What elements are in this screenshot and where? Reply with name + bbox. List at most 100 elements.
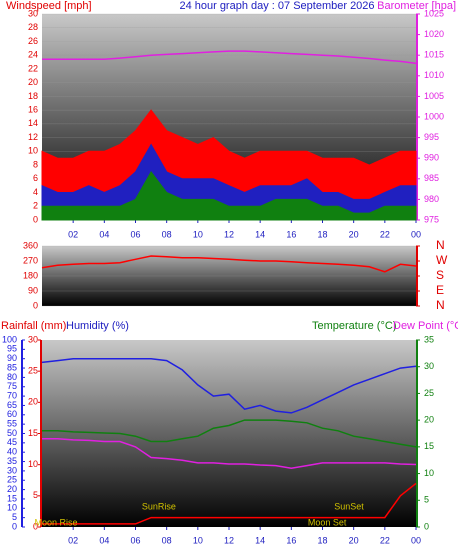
y-tick-label: 50 bbox=[7, 428, 17, 438]
y-tick-label: 80 bbox=[7, 372, 17, 382]
y2-tick-label: 0 bbox=[424, 521, 429, 531]
x-tick-label: 00 bbox=[411, 229, 421, 239]
y-tick-label: 65 bbox=[7, 400, 17, 410]
y-tick-label: 20 bbox=[28, 77, 38, 87]
y-tick-label: 55 bbox=[7, 419, 17, 429]
chart-title: 24 hour graph day : 07 September 2026 bbox=[179, 0, 374, 12]
series-line bbox=[42, 50, 417, 65]
y2-tick-label: 995 bbox=[424, 132, 439, 142]
series-line bbox=[41, 255, 417, 273]
y-tick-label: 270 bbox=[23, 255, 38, 265]
x-tick-label: 14 bbox=[255, 229, 265, 239]
y-tick-label: 45 bbox=[7, 437, 17, 447]
y-tick-label: 90 bbox=[7, 353, 17, 363]
y-tick-label: 10 bbox=[28, 146, 38, 156]
x-tick-label: 10 bbox=[193, 535, 203, 545]
y-tick-label: 22 bbox=[28, 63, 38, 73]
y2-tick-label: 1015 bbox=[424, 50, 444, 60]
y-tick-label: 12 bbox=[28, 132, 38, 142]
y2-tick-label: 985 bbox=[424, 173, 439, 183]
y-tick-label: 6 bbox=[33, 173, 38, 183]
y2-tick-label: 20 bbox=[424, 415, 434, 425]
annotation: SunRise bbox=[142, 501, 176, 511]
y2-tick-label: 15 bbox=[424, 441, 434, 451]
temp-axis-title: Temperature (°C) bbox=[312, 320, 396, 332]
y2-tick-label: N bbox=[436, 298, 445, 312]
wind-area bbox=[41, 170, 417, 221]
y3-tick-label: 0 bbox=[33, 521, 38, 531]
rain-axis-title: Rainfall (mm) bbox=[1, 320, 66, 332]
y-tick-label: 10 bbox=[7, 503, 17, 513]
y2-tick-label: S bbox=[436, 268, 444, 282]
y2-tick-label: 30 bbox=[424, 361, 434, 371]
y3-tick-label: 30 bbox=[28, 334, 38, 344]
y3-tick-label: 20 bbox=[28, 397, 38, 407]
x-tick-label: 14 bbox=[255, 535, 265, 545]
y2-axis-title: Barometer [hpa] bbox=[377, 0, 456, 12]
y-tick-label: 8 bbox=[33, 159, 38, 169]
y2-tick-label: 980 bbox=[424, 194, 439, 204]
x-tick-label: 18 bbox=[317, 535, 327, 545]
temperature-line bbox=[42, 419, 417, 448]
x-tick-label: 02 bbox=[68, 229, 78, 239]
y-tick-label: 20 bbox=[7, 484, 17, 494]
y-tick-label: 360 bbox=[23, 240, 38, 250]
y2-tick-label: W bbox=[436, 253, 448, 267]
x-tick-label: 20 bbox=[349, 229, 359, 239]
y2-tick-label: 1000 bbox=[424, 111, 444, 121]
y-tick-label: 30 bbox=[28, 8, 38, 18]
x-tick-label: 20 bbox=[349, 535, 359, 545]
x-tick-label: 12 bbox=[224, 229, 234, 239]
y2-tick-label: 1020 bbox=[424, 29, 444, 39]
y-tick-label: 25 bbox=[7, 475, 17, 485]
y3-tick-label: 5 bbox=[33, 490, 38, 500]
x-tick-label: 10 bbox=[193, 229, 203, 239]
y-tick-label: 5 bbox=[12, 512, 17, 522]
y2-tick-label: 25 bbox=[424, 388, 434, 398]
x-tick-label: 18 bbox=[317, 229, 327, 239]
x-tick-label: 12 bbox=[224, 535, 234, 545]
y2-tick-label: 35 bbox=[424, 334, 434, 344]
x-tick-label: 02 bbox=[68, 535, 78, 545]
y-tick-label: 28 bbox=[28, 22, 38, 32]
y-tick-label: 35 bbox=[7, 456, 17, 466]
humidity-line bbox=[41, 357, 417, 414]
x-tick-label: 08 bbox=[162, 229, 172, 239]
y2-tick-label: 975 bbox=[424, 214, 439, 224]
y2-tick-label: 1025 bbox=[424, 8, 444, 18]
y-tick-label: 90 bbox=[28, 285, 38, 295]
x-tick-label: 06 bbox=[130, 229, 140, 239]
y-tick-label: 100 bbox=[2, 334, 17, 344]
y-tick-label: 18 bbox=[28, 91, 38, 101]
y-tick-label: 95 bbox=[7, 344, 17, 354]
y-tick-label: 85 bbox=[7, 362, 17, 372]
y2-tick-label: 10 bbox=[424, 468, 434, 478]
humidity-axis-title: Humidity (%) bbox=[66, 320, 129, 332]
annotation: Moon Rise bbox=[35, 517, 78, 527]
rainfall-line bbox=[42, 482, 417, 525]
y-tick-label: 24 bbox=[28, 50, 38, 60]
y-tick-label: 26 bbox=[28, 36, 38, 46]
y-tick-label: 75 bbox=[7, 381, 17, 391]
y-tick-label: 15 bbox=[7, 493, 17, 503]
x-tick-label: 22 bbox=[380, 229, 390, 239]
y-axis-title: Windspeed [mph] bbox=[6, 0, 92, 12]
y-tick-label: 60 bbox=[7, 409, 17, 419]
dew-axis-title: Dew Point (°C bbox=[393, 320, 458, 332]
x-tick-label: 04 bbox=[99, 535, 109, 545]
y-tick-label: 0 bbox=[33, 300, 38, 310]
y-tick-label: 4 bbox=[33, 187, 38, 197]
y2-tick-label: 1005 bbox=[424, 91, 444, 101]
y2-tick-label: 990 bbox=[424, 153, 439, 163]
x-tick-label: 22 bbox=[380, 535, 390, 545]
x-tick-label: 08 bbox=[162, 535, 172, 545]
y-tick-label: 0 bbox=[33, 214, 38, 224]
y2-tick-label: E bbox=[436, 283, 444, 297]
y-tick-label: 180 bbox=[23, 270, 38, 280]
annotation: Moon Set bbox=[308, 517, 347, 527]
y-tick-label: 2 bbox=[33, 201, 38, 211]
y-tick-label: 14 bbox=[28, 118, 38, 128]
y-tick-label: 30 bbox=[7, 465, 17, 475]
y2-tick-label: 5 bbox=[424, 495, 429, 505]
